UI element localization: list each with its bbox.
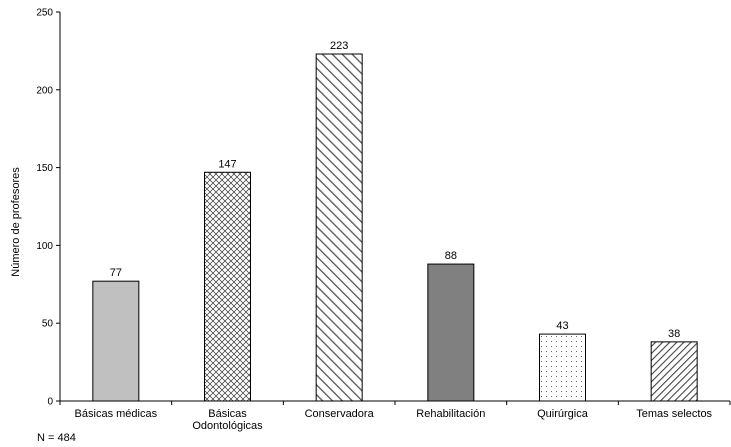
bar-value-label: 147 bbox=[218, 158, 236, 170]
bar-value-label: 38 bbox=[668, 328, 680, 340]
bar-value-label: 88 bbox=[445, 250, 457, 262]
category-label: Temas selectos bbox=[636, 408, 712, 420]
category-label: Básicas médicas bbox=[75, 408, 158, 420]
bar-value-label: 43 bbox=[556, 320, 568, 332]
category-label: Rehabilitación bbox=[416, 408, 485, 420]
y-tick-label: 50 bbox=[42, 319, 54, 330]
bar bbox=[427, 263, 475, 402]
sample-size-note: N = 484 bbox=[37, 432, 76, 444]
axes: 0 50 100 150 200 250 bbox=[36, 8, 731, 408]
bar bbox=[650, 341, 698, 402]
y-tick-label: 150 bbox=[36, 163, 53, 174]
bar bbox=[92, 280, 140, 402]
category-label: Básicas bbox=[208, 408, 247, 420]
category-label: Odontológicas bbox=[192, 420, 263, 432]
y-tick-label: 200 bbox=[36, 85, 53, 96]
y-axis-title: Número de profesores bbox=[10, 167, 22, 277]
category-label: Conservadora bbox=[305, 408, 375, 420]
y-tick-label: 100 bbox=[36, 241, 53, 252]
bar-value-label: 223 bbox=[330, 40, 348, 52]
bar bbox=[315, 53, 363, 402]
y-tick-label: 0 bbox=[47, 397, 53, 408]
bar bbox=[204, 171, 251, 402]
bar bbox=[539, 333, 586, 402]
bar-value-label: 77 bbox=[110, 267, 122, 279]
y-tick-label: 250 bbox=[36, 8, 53, 19]
bars bbox=[92, 53, 698, 402]
category-label: Quirúrgica bbox=[537, 408, 589, 420]
labels: 77 Básicas médicas 147 BásicasOdontológicas… bbox=[75, 40, 713, 432]
